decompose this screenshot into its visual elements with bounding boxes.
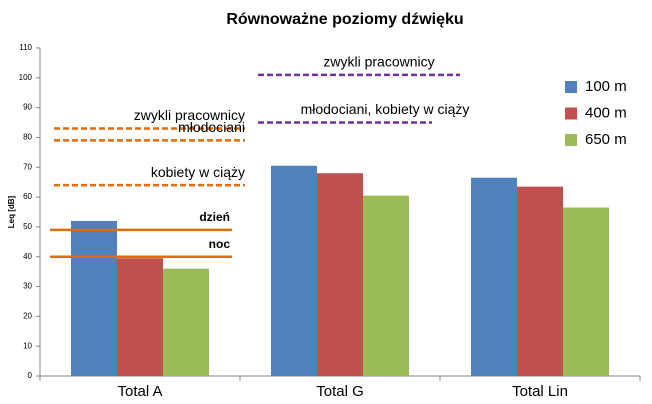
y-tick-label: 30 xyxy=(23,282,32,291)
legend-label: 650 m xyxy=(585,131,627,148)
bar xyxy=(363,195,409,376)
y-tick-label: 110 xyxy=(19,43,32,52)
bar xyxy=(471,177,517,376)
legend-label: 400 m xyxy=(585,104,627,121)
reference-label: noc xyxy=(209,237,231,251)
y-tick-label: 70 xyxy=(23,162,32,171)
x-tick-label: Total Lin xyxy=(512,383,568,400)
y-tick-label: 0 xyxy=(28,371,33,380)
legend-swatch xyxy=(565,81,577,93)
legend-label: 100 m xyxy=(585,78,627,95)
bar xyxy=(271,165,317,376)
bar xyxy=(117,258,163,376)
y-tick-label: 60 xyxy=(23,192,32,201)
y-tick-label: 90 xyxy=(23,103,32,112)
bar xyxy=(517,186,563,376)
reference-label: kobiety w ciąży xyxy=(151,164,245,180)
x-tick-label: Total A xyxy=(117,383,162,400)
y-axis-label: Leq [dB] xyxy=(7,195,16,228)
legend-swatch xyxy=(565,134,577,146)
x-tick-label: Total G xyxy=(316,383,364,400)
reference-label: młodociani, kobiety w ciąży xyxy=(301,101,470,117)
y-tick-label: 40 xyxy=(23,252,32,261)
legend-swatch xyxy=(565,107,577,120)
bar xyxy=(317,173,363,376)
bar xyxy=(163,268,209,376)
reference-label: młodociani xyxy=(178,119,245,135)
chart-title: Równoważne poziomy dźwięku xyxy=(226,11,463,28)
bar xyxy=(563,207,609,376)
y-tick-label: 20 xyxy=(23,311,32,320)
y-tick-label: 100 xyxy=(19,73,33,82)
reference-label: zwykli pracownicy xyxy=(134,107,245,123)
reference-label: dzień xyxy=(199,210,230,224)
y-tick-label: 10 xyxy=(23,341,32,350)
bar xyxy=(71,220,117,376)
y-tick-label: 80 xyxy=(23,133,32,142)
y-tick-label: 50 xyxy=(23,222,32,231)
reference-label: zwykli pracownicy xyxy=(323,54,434,70)
